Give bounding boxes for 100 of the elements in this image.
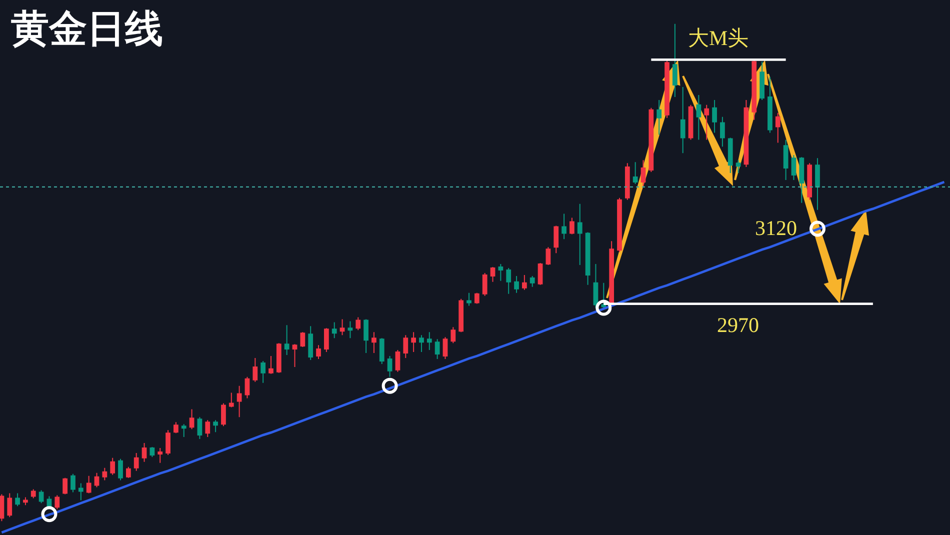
candlestick [0,494,4,522]
candlestick [94,472,100,488]
candlestick [260,360,266,384]
point [809,220,826,237]
candlestick [426,332,432,351]
candlestick [78,482,84,501]
candlestick [62,477,68,495]
chart-title: 黄金日线 [11,6,163,50]
candlestick [110,457,116,476]
candlestick [656,99,662,136]
candlestick [696,94,702,140]
candlestick [775,112,780,144]
candlestick [174,422,178,434]
candlestick [514,275,519,294]
candlestick [276,342,282,374]
candlestick [617,197,622,253]
candlestick [244,376,250,399]
candlestick [38,490,44,504]
candlestick [54,494,60,510]
candlestick [632,162,638,184]
candlestick [197,416,202,440]
candlestick [768,76,772,134]
candlestick [640,160,646,186]
candlestick [570,217,574,235]
candlestick [577,203,582,266]
candlestick [268,356,274,374]
candlestick [791,154,796,180]
point [596,300,612,316]
candlestick [158,447,163,464]
candlestick [736,160,741,174]
candlestick [474,292,480,304]
candlestick [340,318,345,336]
candlestick [530,275,535,288]
candlestick [364,318,368,354]
candlestick [205,420,210,438]
candlestick [783,139,788,180]
candlestick [807,162,812,200]
candlestick [450,326,456,344]
candlestick [601,282,606,310]
candlestick [379,338,384,364]
candlestick [672,23,678,98]
candlestick [166,430,170,456]
candlestick [126,466,131,478]
annotation: 2970 [717,313,759,337]
candlestick [316,344,321,360]
annotation: 3120 [755,216,797,240]
candlestick [221,402,226,427]
candlestick [142,442,147,462]
candlestick [387,356,392,378]
candlestick [7,492,12,518]
candlestick [23,496,28,506]
candlestick [442,336,448,360]
candlestick [189,408,194,430]
candlestick [506,268,512,294]
candlestick [284,324,290,356]
candlestick [252,357,258,382]
candlestick [356,316,361,331]
candlestick [593,264,598,308]
candlestick [752,59,757,120]
candlestick [585,232,590,286]
candlestick [308,326,314,360]
candlestick [236,385,242,418]
candlestick [562,213,566,240]
candlestick [624,162,630,200]
point [382,378,398,394]
candlestick [134,452,139,472]
candlestick [213,420,218,433]
candlestick [15,492,20,507]
candlestick [815,158,820,210]
candlestick [482,272,488,296]
candlestick [522,274,527,290]
candlestick [102,467,108,481]
candlestick [799,156,804,204]
candlestick [118,458,123,481]
candlestick [70,473,76,493]
candlestick [720,116,725,148]
candlestick [498,264,504,282]
candlestick [332,322,337,339]
candlestick [712,99,717,134]
candlestick [30,488,36,499]
candlestick [648,107,654,173]
candlestick [292,344,298,368]
candlestick [150,446,155,458]
candlestick [688,104,694,140]
candlestick [434,338,440,360]
annotation: 大M头 [688,26,749,50]
candlestick [419,334,424,353]
candlestick [228,392,234,408]
candlestick [680,86,686,154]
candlestick [466,292,472,306]
candlestick [760,61,764,100]
candlestick [348,320,353,339]
candlestick [490,266,496,282]
candlestick [546,246,551,266]
candlestick [403,334,408,358]
candlestick [372,332,376,354]
candlestick [395,350,400,372]
candlestick [664,59,670,118]
candlestick [538,262,543,286]
candlestick [704,104,710,140]
